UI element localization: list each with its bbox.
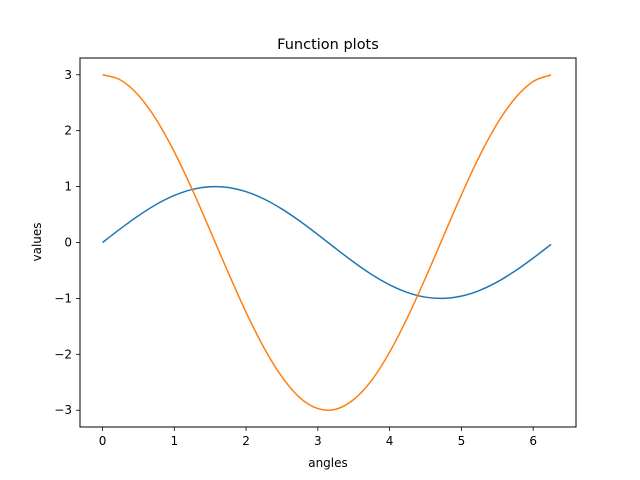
series-line-2 xyxy=(102,74,552,411)
x-tick-label: 2 xyxy=(242,434,250,448)
x-axis-title: angles xyxy=(308,456,348,470)
y-axis: −3 −2 −1 0 1 2 3 xyxy=(54,68,80,417)
x-tick-label: 1 xyxy=(170,434,178,448)
x-axis: 0 1 2 3 4 5 6 xyxy=(99,427,537,448)
x-tick-label: 6 xyxy=(529,434,537,448)
y-tick-label: −2 xyxy=(54,347,72,361)
x-tick-label: 0 xyxy=(99,434,107,448)
y-tick-label: −3 xyxy=(54,403,72,417)
series-line-1 xyxy=(102,185,552,300)
y-tick-label: 1 xyxy=(64,180,72,194)
series-layer xyxy=(102,74,552,411)
x-tick-label: 5 xyxy=(458,434,466,448)
y-tick-label: 3 xyxy=(64,68,72,82)
y-tick-label: 2 xyxy=(64,124,72,138)
y-axis-title: values xyxy=(30,222,44,261)
x-tick-label: 4 xyxy=(386,434,394,448)
x-tick-label: 3 xyxy=(314,434,322,448)
chart-title: Function plots xyxy=(277,37,379,53)
y-tick-label: 0 xyxy=(64,236,72,250)
y-tick-label: −1 xyxy=(54,291,72,305)
